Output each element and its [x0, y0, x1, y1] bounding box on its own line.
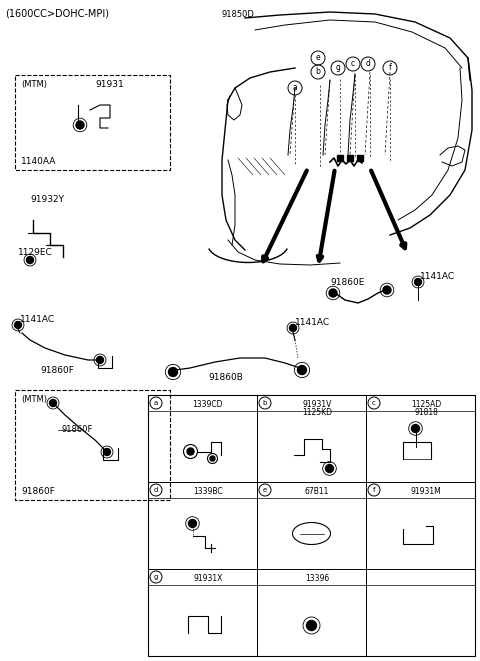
Text: (MTM): (MTM) — [21, 395, 47, 404]
Bar — [15, 390, 170, 500]
Bar — [337, 155, 343, 161]
Circle shape — [49, 399, 57, 407]
Text: d: d — [154, 487, 158, 493]
Circle shape — [411, 424, 420, 432]
Circle shape — [210, 456, 215, 461]
Text: 91818: 91818 — [414, 408, 438, 417]
Text: b: b — [263, 400, 267, 406]
Text: d: d — [366, 59, 371, 69]
Text: 1129EC: 1129EC — [18, 248, 53, 257]
Circle shape — [298, 366, 307, 375]
Text: g: g — [336, 63, 340, 73]
Text: (MTM): (MTM) — [21, 80, 47, 89]
Text: 1141AC: 1141AC — [420, 272, 455, 281]
Bar — [357, 155, 363, 161]
Circle shape — [325, 465, 334, 473]
Circle shape — [26, 256, 34, 264]
Bar — [347, 155, 353, 161]
Text: 1141AC: 1141AC — [295, 318, 330, 327]
Text: 91860B: 91860B — [208, 373, 243, 382]
Circle shape — [187, 448, 194, 455]
Circle shape — [307, 621, 316, 631]
Text: 91932Y: 91932Y — [30, 195, 64, 204]
Text: a: a — [154, 400, 158, 406]
Text: 1125KD: 1125KD — [302, 408, 332, 417]
Text: (1600CC>DOHC-MPI): (1600CC>DOHC-MPI) — [5, 8, 109, 18]
Text: f: f — [389, 63, 391, 73]
Bar — [15, 75, 170, 170]
Circle shape — [96, 356, 104, 364]
Text: c: c — [372, 400, 376, 406]
Circle shape — [189, 520, 196, 527]
Circle shape — [104, 449, 110, 455]
Text: 91860F: 91860F — [40, 366, 74, 375]
Text: 91860F: 91860F — [62, 426, 94, 434]
Text: 1140AA: 1140AA — [21, 157, 56, 166]
Circle shape — [415, 278, 421, 286]
Text: 91850D: 91850D — [222, 10, 255, 19]
Circle shape — [289, 325, 297, 332]
Text: 1339CD: 1339CD — [192, 400, 223, 409]
Circle shape — [329, 289, 337, 297]
Text: 1141AC: 1141AC — [20, 315, 55, 324]
Text: 1339BC: 1339BC — [193, 487, 223, 496]
Text: 13396: 13396 — [305, 574, 329, 583]
Circle shape — [168, 368, 178, 377]
Text: 1125AD: 1125AD — [411, 400, 441, 409]
Text: f: f — [373, 487, 375, 493]
Text: g: g — [154, 574, 158, 580]
Text: 67B11: 67B11 — [305, 487, 329, 496]
Text: a: a — [293, 83, 298, 93]
Text: 91931V: 91931V — [302, 400, 332, 409]
Text: e: e — [263, 487, 267, 493]
Text: 91931X: 91931X — [193, 574, 223, 583]
Text: 91931M: 91931M — [410, 487, 441, 496]
Circle shape — [14, 321, 22, 329]
Text: b: b — [315, 67, 321, 77]
Text: 91931: 91931 — [95, 80, 124, 89]
Circle shape — [76, 121, 84, 129]
Text: e: e — [316, 54, 320, 63]
Text: 91860E: 91860E — [330, 278, 364, 287]
Text: 91860F: 91860F — [21, 487, 55, 496]
Circle shape — [383, 286, 391, 294]
Bar — [148, 395, 475, 656]
Text: c: c — [351, 59, 355, 69]
